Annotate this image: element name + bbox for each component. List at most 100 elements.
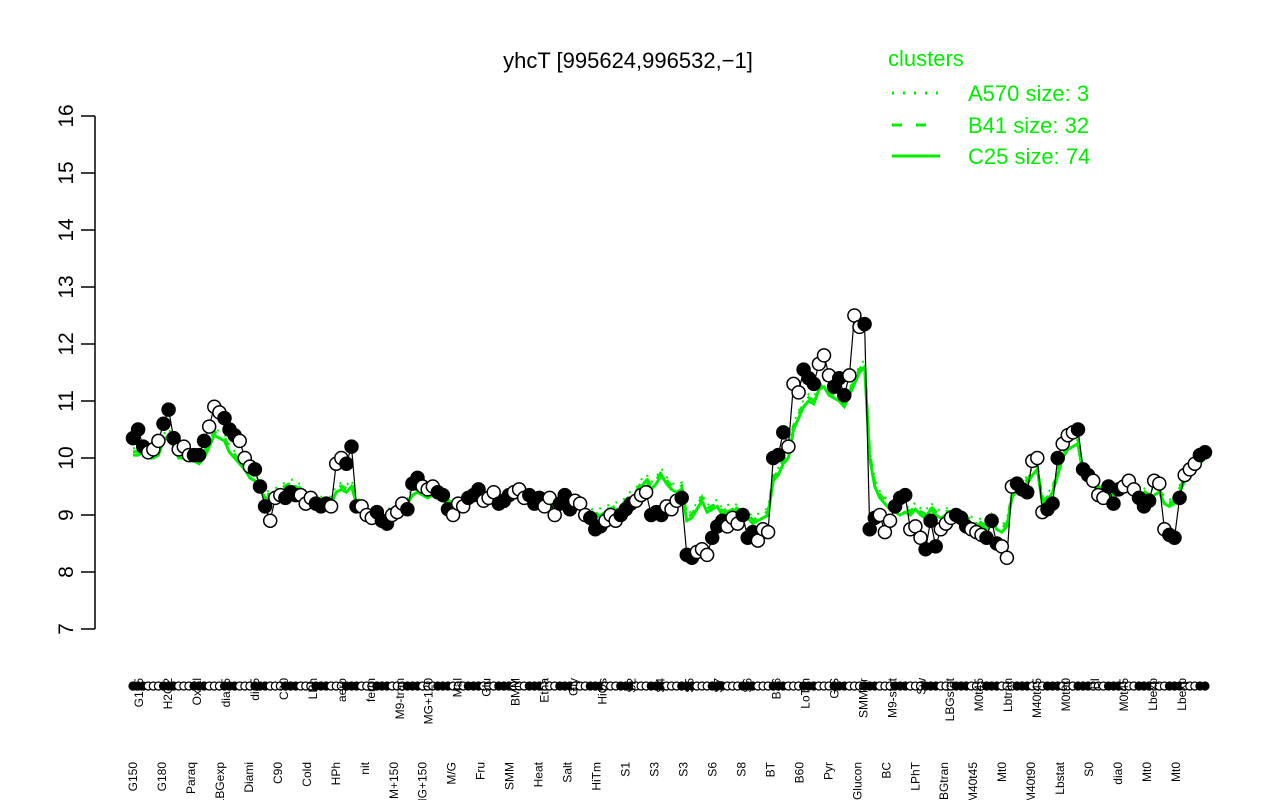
data-points [125, 308, 1213, 566]
x-tick-label: C30 [277, 678, 291, 700]
data-point [323, 499, 339, 514]
data-point [151, 433, 166, 449]
y-tick-label: 8 [55, 566, 78, 578]
x-tick-label: S1 [619, 762, 633, 777]
x-tick-label: Mt0 [995, 762, 1009, 782]
data-point [735, 507, 750, 523]
data-point [1141, 493, 1157, 509]
data-point [344, 439, 359, 454]
x-tick-label: dia0 [1111, 762, 1125, 785]
data-point [1050, 450, 1065, 466]
data-point [1019, 484, 1035, 500]
x-tick-label: SMMPr [856, 678, 870, 718]
data-point [699, 547, 715, 563]
x-tick-label: Gly [567, 678, 581, 696]
x-tick-label: Fru [474, 762, 488, 780]
data-point [1045, 496, 1060, 511]
y-tick-label: 11 [55, 390, 78, 412]
data-point [1172, 490, 1187, 506]
data-point [1197, 445, 1213, 460]
data-point [857, 316, 872, 332]
x-tick-label: S8 [734, 762, 748, 777]
data-point [257, 499, 273, 514]
x-tick-label: Mal [451, 678, 465, 697]
x-tick-label: dia15 [219, 678, 233, 708]
x-tick-label: Etha [538, 678, 552, 703]
x-tick-label: BI [1088, 678, 1102, 689]
y-tick-label: 10 [55, 446, 78, 469]
x-tick-label: Cold [300, 762, 314, 787]
x-tick-label: dia5 [248, 678, 262, 701]
x-tick-label: aero [335, 678, 349, 702]
x-tick-label: LBGtran [937, 762, 951, 800]
chart-title: yhcT [995624,996532,−1] [503, 48, 753, 73]
x-tick-label: C90 [271, 762, 285, 784]
x-tick-label: HiTm [590, 762, 604, 791]
x-tick-label: BT [763, 761, 777, 777]
data-point [781, 439, 796, 454]
x-tick-label: G135 [132, 678, 146, 708]
data-point [837, 388, 852, 403]
data-point [196, 433, 212, 449]
x-tick-label: LoTm [798, 678, 812, 709]
legend-entry-c25: C25 size: 74 [968, 144, 1090, 169]
data-point [1106, 496, 1121, 511]
x-tick-label: S5 [683, 678, 697, 693]
x-tick-label: Mt0 [1169, 762, 1183, 782]
x-axis-labels: G135 H2O2 Oxctl dia15 dia5 C30 LPh aero ferm M9-t… [126, 677, 1189, 800]
x-tick-label: LPhT [908, 761, 922, 790]
data-point [770, 447, 786, 463]
x-tick-label: BC [879, 762, 893, 779]
y-tick-label: 14 [55, 218, 78, 242]
data-point [252, 479, 268, 494]
x-tick-label: nit [358, 761, 372, 774]
data-point [1070, 422, 1086, 437]
x-tick-label: M40t45 [966, 762, 980, 800]
x-tick-label: HiOs [596, 678, 610, 705]
data-point [928, 539, 943, 554]
data-point [201, 419, 217, 434]
data-point [130, 422, 146, 437]
x-tick-label: S6 [706, 762, 720, 777]
x-tick-label: G180 [155, 762, 169, 792]
x-tick-label: Pyr [821, 762, 835, 780]
x-tick-label: S3 [648, 762, 662, 777]
y-tick-label: 15 [55, 161, 78, 184]
data-point [191, 447, 207, 463]
x-tick-label: S3 [677, 762, 691, 777]
x-tick-label: B60 [792, 762, 806, 784]
data-point [1030, 450, 1045, 466]
x-tick-label: Lbstat [1053, 761, 1067, 794]
data-point [435, 487, 451, 503]
data-point [776, 425, 791, 440]
data-point [638, 484, 654, 500]
data-point [232, 433, 247, 449]
data-point [339, 456, 354, 471]
data-point [262, 513, 278, 528]
x-tick-label: Diami [242, 762, 256, 793]
x-tick-label: G150 [126, 762, 140, 792]
data-point [897, 487, 913, 503]
data-point [806, 376, 822, 392]
data-point [791, 385, 806, 400]
data-point [247, 462, 263, 477]
x-tick-label: M40t90 [1024, 762, 1038, 800]
x-tick-label: GM+150 [387, 762, 401, 800]
data-point [1085, 473, 1101, 489]
x-tick-label: BMM [509, 678, 523, 706]
x-tick-label: M/G [445, 762, 459, 785]
data-point [923, 513, 938, 528]
x-tick-label: S2 [625, 678, 639, 693]
x-tick-label: ferm [364, 678, 378, 702]
data-point [400, 502, 415, 517]
x-tick-label: B36 [769, 678, 783, 700]
x-tick-label: Glucon [850, 762, 864, 800]
x-tick-label: M0t90 [1059, 678, 1073, 712]
x-tick-label: Sw [914, 678, 928, 695]
y-tick-label: 16 [55, 104, 78, 127]
data-point [1167, 530, 1182, 546]
legend: clusters A570 size: 3 B41 size: 32 C25 s… [888, 46, 1090, 169]
y-tick-label: 9 [55, 509, 78, 521]
x-tick-label: Oxctl [190, 678, 204, 705]
x-tick-label: HPh [329, 762, 343, 785]
